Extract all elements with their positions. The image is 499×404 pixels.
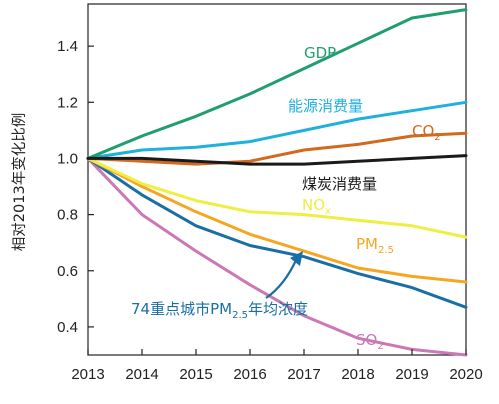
y-tick-label: 0.4 [57,319,78,336]
plot-frame [87,3,467,356]
series-label-energy: 能源消费量 [288,97,363,115]
series-line-co2 [86,131,468,166]
y-axis: 0.4 0.6 0.8 1.0 1.2 1.4 [57,38,94,336]
x-tick-label: 2013 [71,366,104,383]
series-line-gdp [86,8,468,160]
annotation-arrow-head [290,251,303,266]
x-tick-label: 2015 [179,366,212,383]
x-tick-label: 2017 [287,366,320,383]
series-line-so2 [86,156,468,357]
series-label-gdp: GDP [304,44,336,62]
x-axis: 2013 2014 2015 2016 2017 2018 2019 2020 [71,349,483,383]
x-tick-label: 2020 [449,366,482,383]
series-line-pm25 [86,156,468,284]
y-tick-label: 1.4 [57,38,78,55]
x-tick-label: 2019 [395,366,428,383]
y-tick-label: 1.0 [57,150,78,167]
series-label-coal: 煤炭消费量 [302,175,377,193]
plot-border [87,3,467,356]
x-tick-label: 2018 [341,366,374,383]
series-label-co2: CO2 [412,122,441,143]
y-axis-label: 相对2013年变化比例 [11,113,28,251]
series-label-nox: NOx [302,196,331,217]
series-line-coal [86,154,468,166]
series-lines [86,8,468,357]
x-tick-label: 2014 [125,366,158,383]
y-tick-label: 1.2 [57,94,78,111]
series-line-nox [86,156,468,239]
series-labels: GDP 能源消费量 CO2 煤炭消费量 NOx PM2.5 74重点城市PM2.5年均浓度 S… [131,44,441,352]
y-tick-label: 0.6 [57,263,78,280]
series-line-pm25city [86,156,468,309]
series-label-pm25: PM2.5 [356,235,394,256]
annotation-arrow-shaft [265,257,299,299]
series-line-energy [86,100,468,160]
series-label-so2: SO2 [356,331,384,352]
annotation-arrow [265,251,303,299]
y-tick-label: 0.8 [57,207,78,224]
series-label-pm25city: 74重点城市PM2.5年均浓度 [131,300,308,321]
x-tick-label: 2016 [233,366,266,383]
